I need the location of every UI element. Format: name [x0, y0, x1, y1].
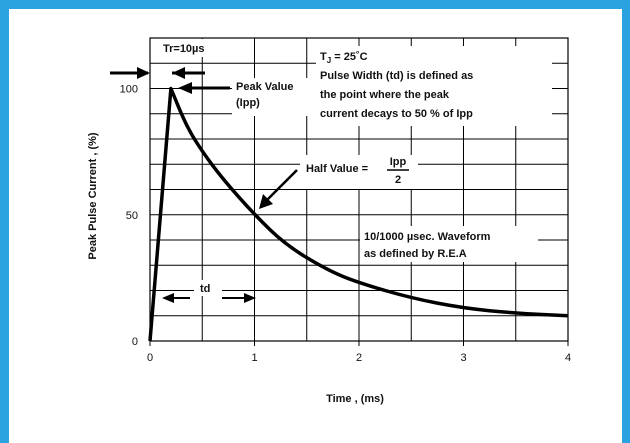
- tr-label-box: [155, 39, 231, 57]
- half-value-denominator: 2: [395, 174, 401, 186]
- series-line: [148, 86, 569, 342]
- peak-value-label: Peak Value: [236, 81, 294, 93]
- tick-labels: 0 1 2 3 4 0 50 100: [120, 84, 571, 365]
- half-value-numerator: Ipp: [390, 156, 407, 168]
- peak-value-ipp: (Ipp): [236, 97, 260, 109]
- waveform-line-2: as defined by R.E.A: [364, 248, 467, 260]
- td-label: td: [200, 283, 210, 295]
- pulse-def-line-1: Pulse Width (td) is defined as: [320, 70, 473, 82]
- waveform-box: [360, 226, 538, 262]
- x-axis-title: Time , (ms): [326, 393, 384, 405]
- half-value-label: Half Value =: [306, 163, 368, 175]
- x-tick-label: 1: [251, 352, 257, 364]
- td-label-box: [194, 280, 222, 296]
- peak-label-box: [232, 78, 316, 116]
- y-tick-label: 50: [126, 210, 138, 222]
- y-axis-title: Peak Pulse Current , (%): [87, 132, 99, 259]
- definition-box: [316, 46, 552, 126]
- td-arrowhead-right: [244, 293, 256, 303]
- half-arrowhead: [259, 194, 273, 209]
- x-tick-label: 2: [356, 352, 362, 364]
- tj-label: TJ = 25˚C: [320, 51, 368, 65]
- x-tick-label: 3: [460, 352, 466, 364]
- tr-label: Tr=10µs: [163, 43, 205, 55]
- waveform-line-1: 10/1000 µsec. Waveform: [364, 231, 491, 243]
- half-arrow: [265, 169, 298, 202]
- y-tick-label: 0: [132, 336, 138, 348]
- x-tick-label: 4: [565, 352, 571, 364]
- peak-arrowhead: [178, 82, 192, 94]
- x-tick-label: 0: [147, 352, 153, 364]
- y-tick-label: 100: [120, 84, 138, 96]
- half-label-box: [300, 155, 418, 189]
- pulse-def-line-3: current decays to 50 % of Ipp: [320, 108, 473, 120]
- tj-subscript: J: [327, 56, 331, 65]
- tj-value: = 25˚C: [331, 51, 367, 63]
- tr-arrowhead-right: [172, 67, 185, 79]
- pulse-def-line-2: the point where the peak: [320, 89, 450, 101]
- td-arrowhead-left: [162, 293, 174, 303]
- tr-arrowhead-left: [137, 67, 150, 79]
